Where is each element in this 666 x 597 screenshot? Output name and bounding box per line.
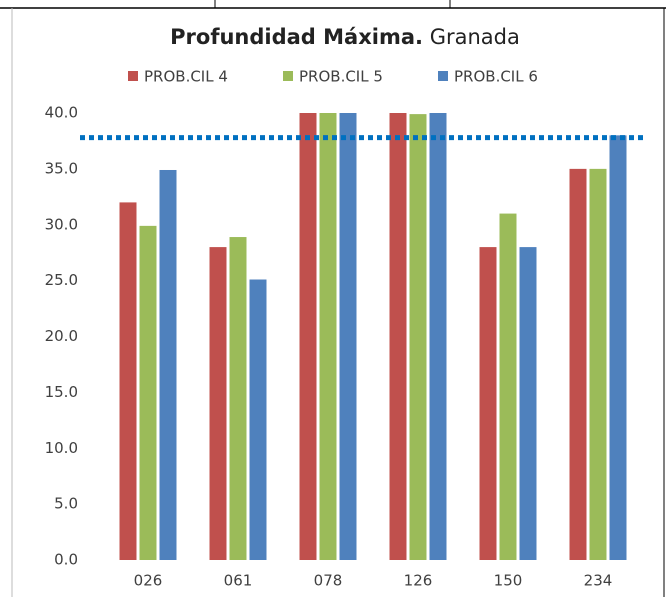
bar (499, 213, 517, 560)
y-tick-label: 35.0 (45, 159, 78, 177)
bar (119, 202, 137, 560)
legend-label: PROB.CIL 4 (144, 68, 228, 86)
bar (299, 113, 317, 560)
y-tick-label: 30.0 (45, 215, 78, 233)
x-tick-label: 078 (314, 572, 343, 590)
y-tick-label: 0.0 (54, 551, 78, 569)
x-tick-label: 234 (584, 572, 613, 590)
legend-swatch (128, 71, 138, 81)
bar (409, 114, 427, 561)
y-tick-label: 5.0 (54, 495, 78, 513)
y-tick-label: 15.0 (45, 383, 78, 401)
bar (319, 113, 337, 560)
bar (589, 168, 607, 560)
x-tick-label: 026 (134, 572, 163, 590)
bar (209, 247, 227, 560)
title-main: Profundidad Máxima. (170, 25, 423, 49)
bar (229, 237, 247, 561)
x-tick-label: 061 (224, 572, 253, 590)
bar (139, 225, 157, 560)
x-tick-label: 126 (404, 572, 433, 590)
bar (159, 169, 177, 560)
x-tick-label: 150 (494, 572, 523, 590)
legend-label: PROB.CIL 5 (299, 68, 383, 86)
bar (249, 279, 267, 560)
bar (389, 113, 407, 560)
y-tick-label: 20.0 (45, 327, 78, 345)
bar (519, 247, 537, 560)
bar (339, 113, 357, 560)
bar (609, 135, 627, 560)
bar (479, 247, 497, 560)
y-tick-label: 25.0 (45, 271, 78, 289)
legend-swatch (438, 71, 448, 81)
bar (429, 113, 447, 560)
legend-label: PROB.CIL 6 (454, 68, 538, 86)
bar (569, 168, 587, 560)
chart-title: Profundidad Máxima. Granada (170, 25, 520, 49)
y-tick-label: 40.0 (45, 104, 78, 122)
y-tick-label: 10.0 (45, 439, 78, 457)
title-sub: Granada (430, 25, 520, 49)
legend-swatch (283, 71, 293, 81)
